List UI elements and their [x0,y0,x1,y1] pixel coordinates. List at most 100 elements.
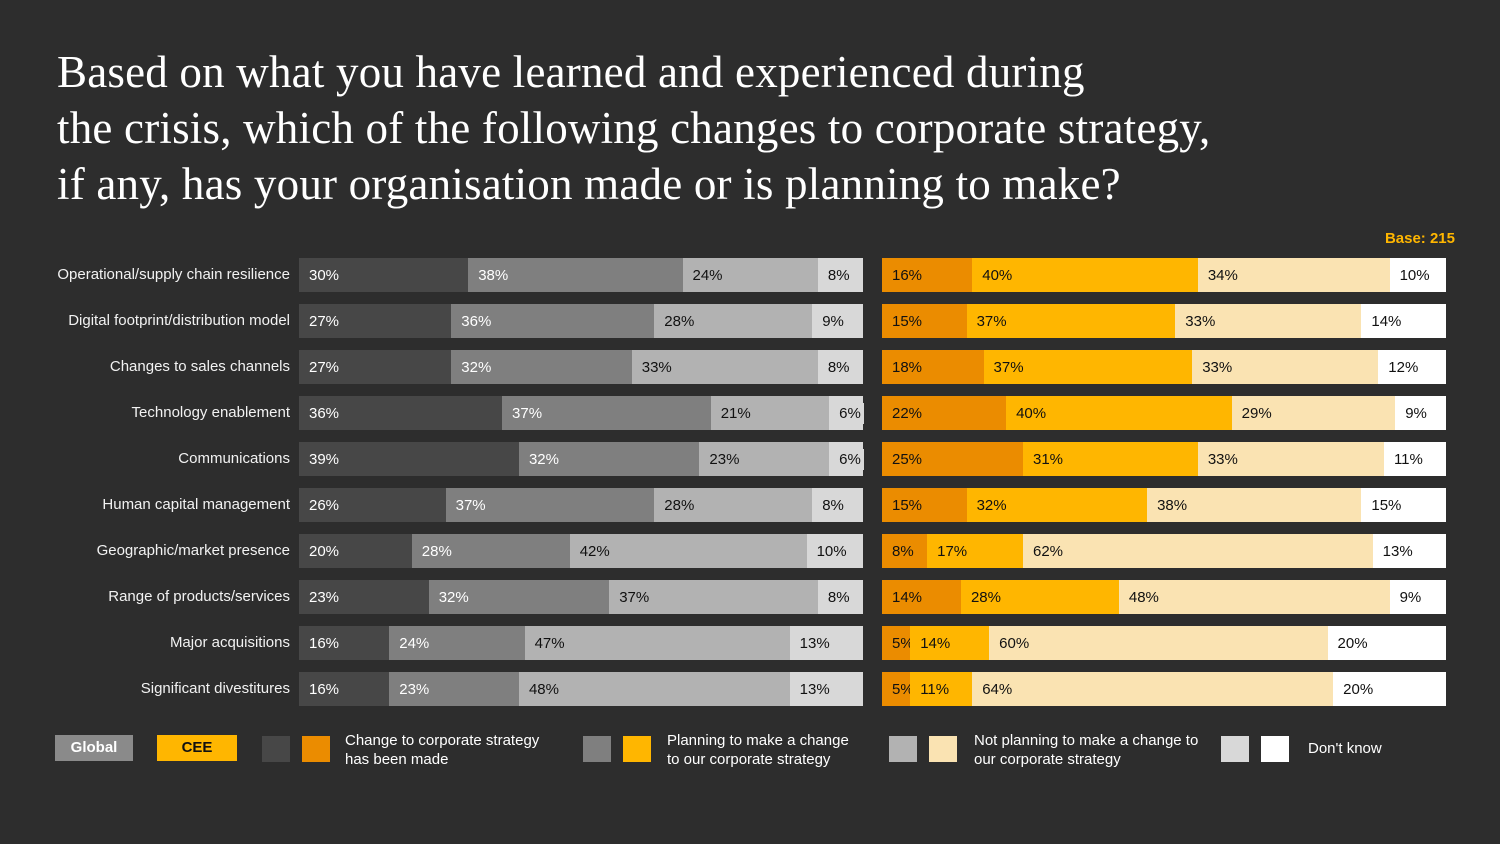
global-series-button[interactable]: Global [55,735,133,761]
segment-value-label: 11% [1383,448,1426,470]
cee-segment-not_planning: 48% [1118,580,1390,614]
segment-value-label: 16% [882,264,926,286]
cee-stacked-bar: 15% 32% 38% 15% [882,488,1446,522]
global-stacked-bar: 27% 32% 33% 8% [299,350,863,384]
segment-value-label: 14% [1361,310,1405,332]
chart-row: Digital footprint/distribution model 27% 3… [0,304,1500,338]
segment-value-label: 28% [654,310,698,332]
title-line-3: if any, has your organisation made or is… [57,159,1121,209]
cee-segment-dont_know: 12% [1378,350,1446,384]
cee-segment-made: 5% [882,672,917,706]
segment-value-label: 24% [682,264,726,286]
segment-value-label: 32% [518,448,562,470]
global-stacked-bar: 36% 37% 21% 6% [299,396,864,430]
global-segment-made: 20% [299,534,412,568]
global-segment-dont_know: 6% [829,442,864,476]
segment-value-label: 47% [524,632,568,654]
cee-stacked-bar: 8% 17% 62% 13% [882,534,1446,568]
global-segment-planning: 32% [518,442,700,476]
cee-segment-not_planning: 62% [1022,534,1373,568]
chart-row: Major acquisitions 16% 24% 47% 13% 5% 14% 60% 20… [0,626,1500,660]
global-segment-planning: 24% [389,626,525,660]
global-segment-not_planning: 47% [524,626,790,660]
global-stacked-bar: 30% 38% 24% 8% [299,258,863,292]
chart-row: Changes to sales channels 27% 32% 33% 8% 18% 3… [0,350,1500,384]
cee-stacked-bar: 25% 31% 33% 11% [882,442,1446,476]
segment-value-label: 15% [882,310,926,332]
cee-segment-made: 15% [882,488,967,522]
segment-value-label: 10% [1389,264,1433,286]
segment-value-label: 60% [989,632,1033,654]
global-stacked-bar: 26% 37% 28% 8% [299,488,863,522]
cee-segment-not_planning: 33% [1197,442,1384,476]
segment-value-label: 8% [817,264,853,286]
segment-value-label: 13% [789,678,833,700]
segment-value-label: 23% [699,448,743,470]
segment-value-label: 8% [882,540,917,562]
segment-value-label: 48% [1118,586,1162,608]
category-label: Significant divestitures [140,680,290,697]
segment-value-label: 29% [1231,402,1275,424]
cee-segment-made: 5% [882,626,917,660]
segment-value-label: 9% [812,310,847,332]
cee-stacked-bar: 22% 40% 29% 9% [882,396,1446,430]
global-segment-not_planning: 37% [609,580,818,614]
segment-value-label: 37% [966,310,1010,332]
cee-segment-made: 8% [882,534,928,568]
segment-value-label: 18% [882,356,926,378]
legend-swatch-global-planning [583,736,611,762]
global-segment-made: 16% [299,626,390,660]
global-stacked-bar: 27% 36% 28% 9% [299,304,863,338]
global-segment-not_planning: 23% [699,442,830,476]
legend-label-made: Change to corporate strategy has been ma… [345,732,540,768]
chart-row: Operational/supply chain resilience 30% 38… [0,258,1500,292]
segment-value-label: 10% [806,540,850,562]
segment-value-label: 13% [1372,540,1416,562]
segment-value-label: 64% [972,678,1016,700]
global-segment-dont_know: 9% [812,304,863,338]
cee-series-button[interactable]: CEE [157,735,237,761]
cee-segment-planning: 40% [1006,396,1232,430]
category-label: Major acquisitions [169,634,290,651]
segment-value-label: 12% [1378,356,1422,378]
segment-value-label: 23% [389,678,433,700]
segment-value-label: 32% [428,586,472,608]
global-segment-planning: 32% [451,350,632,384]
legend-swatch-global-not-planning [889,736,917,762]
segment-value-label: 33% [631,356,675,378]
cee-segment-planning: 40% [972,258,1198,292]
segment-value-label: 37% [609,586,653,608]
cee-segment-dont_know: 14% [1361,304,1446,338]
cee-segment-not_planning: 64% [972,672,1334,706]
segment-value-label: 62% [1022,540,1067,562]
segment-value-label: 38% [468,264,512,286]
cee-segment-dont_know: 13% [1372,534,1446,568]
cee-segment-dont_know: 15% [1361,488,1446,522]
global-stacked-bar: 39% 32% 23% 6% [299,442,864,476]
segment-value-label: 25% [882,448,926,470]
segment-value-label: 6% [829,402,864,424]
segment-value-label: 20% [1333,678,1377,700]
cee-stacked-bar: 16% 40% 34% 10% [882,258,1446,292]
global-segment-made: 27% [299,304,452,338]
category-label: Communications [178,450,290,467]
cee-segment-dont_know: 9% [1395,396,1446,430]
global-segment-planning: 23% [389,672,519,706]
global-segment-dont_know: 13% [789,672,863,706]
segment-value-label: 17% [927,540,971,562]
segment-value-label: 16% [299,632,343,654]
segment-value-label: 33% [1197,448,1241,470]
legend-label-planning: Planning to make a change to our corpora… [667,732,849,768]
global-segment-not_planning: 28% [654,304,813,338]
segment-value-label: 8% [817,586,853,608]
global-segment-made: 26% [299,488,446,522]
category-label: Geographic/market presence [96,542,290,559]
segment-value-label: 26% [299,494,343,516]
segment-value-label: 6% [829,448,864,470]
global-stacked-bar: 20% 28% 42% 10% [299,534,863,568]
segment-value-label: 28% [411,540,455,562]
segment-value-label: 16% [299,678,343,700]
cee-segment-dont_know: 10% [1389,258,1446,292]
global-segment-planning: 37% [502,396,711,430]
category-label: Range of products/services [108,588,290,605]
